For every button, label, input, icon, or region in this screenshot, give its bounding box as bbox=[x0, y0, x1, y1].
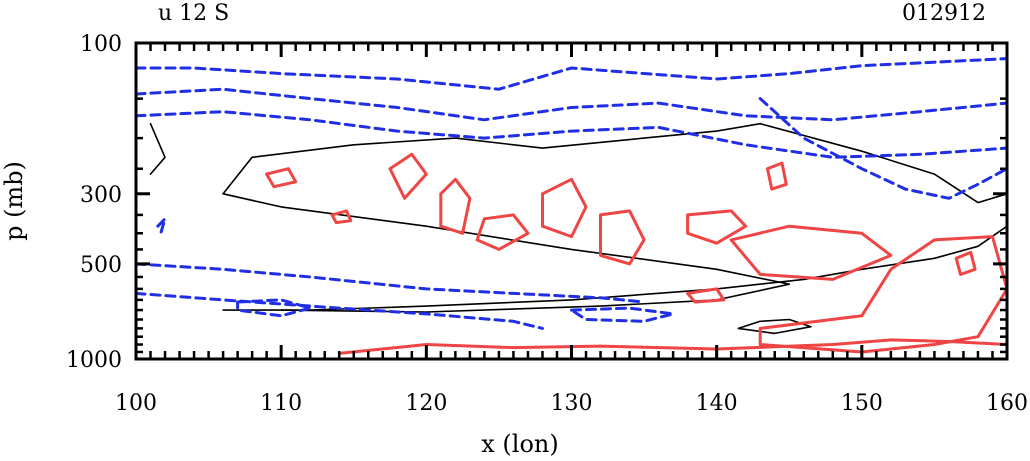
contour-negative-5 bbox=[134, 57, 1009, 91]
contour-negative-7 bbox=[134, 110, 1009, 159]
chart-title-left: u 12 S bbox=[158, 1, 229, 26]
contour-positive-20 bbox=[599, 209, 646, 266]
plot-frame bbox=[134, 41, 1009, 361]
x-tick-label: 150 bbox=[841, 391, 883, 416]
contour-positive-25 bbox=[954, 250, 977, 276]
y-axis-label: p (mb) bbox=[0, 161, 28, 241]
x-tick-label: 120 bbox=[405, 391, 447, 416]
chart-title-right: 012912 bbox=[902, 1, 986, 26]
x-axis-label: x (lon) bbox=[481, 430, 558, 458]
contour-zero-3 bbox=[149, 122, 166, 175]
x-tick-label: 110 bbox=[260, 391, 302, 416]
y-tick-label: 1000 bbox=[66, 348, 122, 373]
contour-negative-6 bbox=[134, 87, 1009, 122]
x-tick-labels: 100 110 120 130 140 150 160 bbox=[115, 391, 1028, 416]
contour-positive-17 bbox=[439, 177, 472, 235]
y-tick-labels: 100 300 500 1000 bbox=[66, 32, 122, 373]
contour-zero-1 bbox=[222, 122, 1008, 204]
contour-negative-10 bbox=[134, 291, 544, 330]
contour-negative-12 bbox=[570, 306, 675, 323]
contour-zero-0 bbox=[222, 225, 1008, 311]
x-tick-label: 100 bbox=[115, 391, 157, 416]
contour-positive-22 bbox=[766, 161, 788, 191]
contour-zero-2 bbox=[222, 193, 791, 313]
x-tick-label: 140 bbox=[696, 391, 738, 416]
contour-negative-8 bbox=[758, 97, 1009, 200]
contour-positive-16 bbox=[388, 152, 428, 200]
contour-negative-9 bbox=[134, 262, 646, 304]
contour-positive-21 bbox=[686, 209, 748, 245]
contour-positive-26 bbox=[686, 287, 726, 304]
contour-positive-23 bbox=[729, 224, 893, 281]
y-tick-label: 500 bbox=[80, 253, 122, 278]
y-tick-label: 300 bbox=[80, 183, 122, 208]
x-tick-label: 130 bbox=[551, 391, 593, 416]
contour-negative-11 bbox=[236, 298, 312, 318]
contour-positive-15 bbox=[330, 209, 353, 225]
x-tick-label: 160 bbox=[986, 391, 1028, 416]
contour-positive-14 bbox=[265, 167, 298, 189]
y-tick-label: 100 bbox=[80, 32, 122, 57]
contour-negative-13 bbox=[156, 217, 167, 235]
contour-lines bbox=[134, 57, 1009, 355]
contour-positive-18 bbox=[475, 213, 530, 251]
contour-positive-19 bbox=[541, 177, 588, 239]
